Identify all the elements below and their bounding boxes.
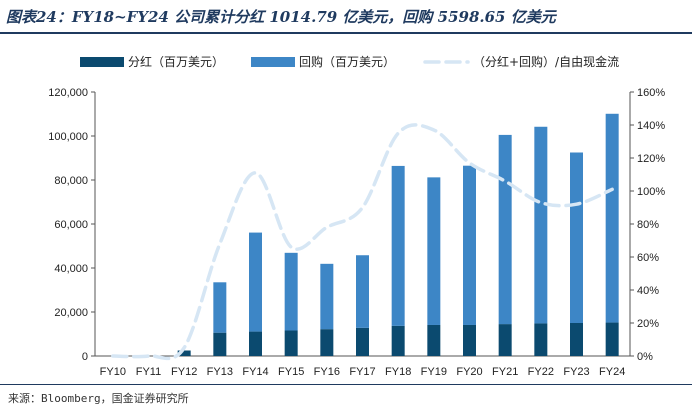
bar-buyback: [356, 255, 369, 328]
bar-buyback: [285, 253, 298, 331]
legend-swatch-dividend: [80, 57, 124, 67]
bar-dividend: [570, 323, 583, 356]
bar-dividend: [285, 330, 298, 356]
x-tick-label: FY12: [171, 366, 197, 378]
bar-dividend: [534, 323, 547, 356]
y-tick-label-right: 120%: [637, 153, 665, 165]
bar-dividend: [392, 326, 405, 356]
source-note: 来源：Bloomberg，国金证券研究所: [8, 390, 189, 406]
bar-buyback: [427, 177, 440, 325]
y-tick-label-right: 40%: [637, 285, 659, 297]
bar-buyback: [320, 264, 333, 329]
legend-label-ratio: （分红+回购）/自由现金流: [473, 54, 619, 69]
x-tick-label: FY13: [207, 366, 233, 378]
y-tick-label-right: 100%: [637, 186, 665, 198]
y-tick-label-right: 140%: [637, 120, 665, 132]
x-tick-label: FY19: [421, 366, 447, 378]
bar-dividend: [463, 325, 476, 356]
y-tick-label-right: 60%: [637, 252, 659, 264]
x-tick-label: FY14: [242, 366, 268, 378]
legend-label-dividend: 分红（百万美元）: [128, 54, 224, 69]
y-tick-label-left: 20,000: [54, 307, 88, 319]
bar-dividend: [213, 333, 226, 356]
x-tick-label: FY15: [278, 366, 304, 378]
bar-buyback: [499, 135, 512, 324]
bar-dividend: [320, 329, 333, 356]
chart: 0 20,000 40,000 60,000 80,000 100,000 120,000 0…: [0, 0, 692, 384]
x-tick-label: FY16: [314, 366, 340, 378]
x-tick-label: FY18: [385, 366, 411, 378]
y-tick-label-right: 20%: [637, 318, 659, 330]
bar-dividend: [606, 323, 619, 356]
bar-dividend: [356, 328, 369, 356]
bar-dividend: [249, 332, 262, 356]
y-tick-label-left: 0: [82, 351, 88, 363]
x-tick-label: FY22: [528, 366, 554, 378]
y-tick-label-left: 60,000: [54, 219, 88, 231]
x-tick-label: FY24: [599, 366, 625, 378]
bar-buyback: [606, 114, 619, 323]
bar-dividend: [427, 325, 440, 356]
legend-label-buyback: 回购（百万美元）: [299, 54, 395, 69]
x-tick-label: FY20: [456, 366, 482, 378]
legend-swatch-buyback: [251, 57, 295, 67]
bottom-divider: [0, 384, 692, 385]
bar-buyback: [249, 233, 262, 332]
y-tick-label-left: 80,000: [54, 175, 88, 187]
x-tick-label: FY10: [100, 366, 126, 378]
bar-buyback: [213, 282, 226, 332]
y-tick-label-left: 40,000: [54, 263, 88, 275]
x-tick-label: FY17: [349, 366, 375, 378]
y-tick-label-right: 80%: [637, 219, 659, 231]
x-tick-label: FY11: [136, 366, 161, 378]
y-tick-label-left: 120,000: [48, 87, 88, 99]
y-tick-label-left: 100,000: [48, 131, 88, 143]
y-tick-label-right: 0%: [637, 351, 653, 363]
bar-buyback: [570, 153, 583, 324]
bar-buyback: [463, 166, 476, 325]
x-tick-label: FY21: [492, 366, 518, 378]
bar-dividend: [499, 324, 512, 356]
y-tick-label-right: 160%: [637, 87, 665, 99]
bar-buyback: [534, 127, 547, 324]
x-tick-label: FY23: [563, 366, 589, 378]
bar-buyback: [392, 166, 405, 326]
